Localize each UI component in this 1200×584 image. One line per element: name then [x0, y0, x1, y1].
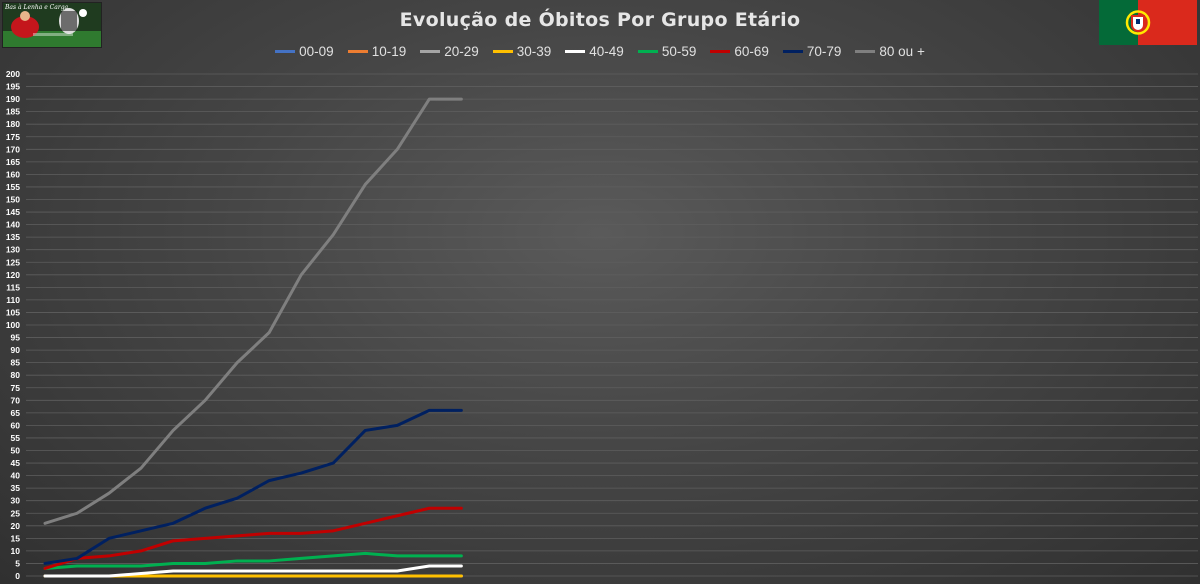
legend-swatch: [420, 50, 441, 53]
y-tick-label: 195: [6, 82, 20, 92]
legend-item: 10-19: [347, 44, 407, 59]
legend-swatch: [637, 50, 658, 53]
legend-swatch: [275, 50, 296, 53]
y-tick-label: 125: [6, 257, 20, 267]
y-tick-label: 110: [6, 295, 20, 305]
y-tick-label: 165: [6, 157, 20, 167]
y-tick-label: 160: [6, 169, 20, 179]
y-tick-label: 115: [6, 282, 20, 292]
portugal-flag-icon: [1099, 0, 1197, 45]
legend-swatch: [782, 50, 803, 53]
y-tick-label: 40: [11, 471, 21, 481]
legend-label: 60-69: [734, 44, 769, 59]
legend-label: 50-59: [661, 44, 697, 59]
y-tick-label: 20: [11, 521, 21, 531]
legend-item: 30-39: [492, 44, 552, 59]
y-tick-label: 80: [11, 370, 21, 380]
y-tick-label: 75: [11, 383, 21, 393]
series-line-50-59: [43, 551, 463, 570]
y-tick-label: 70: [11, 395, 21, 405]
legend-label: 40-49: [589, 44, 624, 59]
legend-swatch: [492, 50, 513, 53]
y-tick-label: 65: [11, 408, 21, 418]
legend-item: 20-29: [420, 44, 479, 59]
y-tick-label: 190: [6, 94, 20, 104]
legend-item: 00-09: [275, 44, 334, 59]
y-tick-label: 10: [11, 546, 21, 556]
y-tick-label: 0: [15, 571, 20, 581]
chart-title: Evolução de Óbitos Por Grupo Etário: [399, 9, 801, 31]
legend-label: 10-19: [371, 44, 407, 59]
logo-text: Bas à Lenha e Carga: [5, 4, 69, 11]
legend-item: 40-49: [565, 44, 624, 59]
y-tick-label: 90: [11, 345, 21, 355]
legend-swatch: [347, 50, 368, 53]
legend-label: 20-29: [444, 44, 479, 59]
series-line-60-69: [43, 506, 463, 570]
legend-label: 80 ou +: [879, 44, 925, 59]
legend-swatch: [855, 50, 876, 53]
y-tick-label: 140: [6, 220, 20, 230]
legend-label: 00-09: [299, 44, 334, 59]
gridlines: [26, 73, 1198, 577]
series-line-40-49: [43, 564, 463, 578]
logo-image: Bas à Lenha e Carga: [2, 2, 102, 48]
y-tick-label: 180: [6, 119, 20, 129]
y-tick-label: 15: [11, 533, 21, 543]
y-axis-ticks: 0 5 10 15 20 25 30 35 40 45 50 55 60 65 70 75 80 85 90 95 10…: [6, 69, 20, 581]
legend-label: 30-39: [516, 44, 552, 59]
y-tick-label: 25: [11, 508, 21, 518]
y-tick-label: 45: [11, 458, 21, 468]
legend-swatch: [565, 50, 586, 53]
logo-graphic: [3, 3, 101, 47]
y-tick-label: 35: [11, 483, 21, 493]
legend-item: 60-69: [710, 44, 769, 59]
legend-item: 50-59: [637, 44, 697, 59]
y-tick-label: 85: [11, 358, 21, 368]
y-tick-label: 145: [6, 207, 20, 217]
y-tick-label: 60: [11, 420, 21, 430]
y-tick-label: 150: [6, 195, 20, 205]
y-tick-label: 55: [11, 433, 21, 443]
y-tick-label: 175: [6, 132, 20, 142]
y-tick-label: 50: [11, 446, 21, 456]
legend-label: 70-79: [806, 44, 842, 59]
chart-legend: 00-09 10-19 20-29 30-39 40-49 50-59 60-69 70-79…: [0, 44, 1200, 59]
y-tick-label: 95: [11, 333, 21, 343]
y-tick-label: 5: [15, 558, 20, 568]
y-tick-label: 105: [6, 307, 20, 317]
series-lines: [43, 97, 463, 578]
y-tick-label: 155: [6, 182, 20, 192]
y-tick-label: 185: [6, 107, 20, 117]
y-tick-label: 130: [6, 245, 20, 255]
y-tick-label: 135: [6, 232, 20, 242]
legend-item: 70-79: [782, 44, 842, 59]
y-tick-label: 120: [6, 270, 20, 280]
y-tick-label: 100: [6, 320, 20, 330]
y-tick-label: 170: [6, 144, 20, 154]
legend-item: 80 ou +: [855, 44, 925, 59]
series-line-80-ou-: [43, 97, 463, 525]
series-line-70-79: [43, 408, 463, 565]
y-tick-label: 30: [11, 496, 21, 506]
y-tick-label: 200: [6, 69, 20, 79]
legend-swatch: [710, 50, 731, 53]
